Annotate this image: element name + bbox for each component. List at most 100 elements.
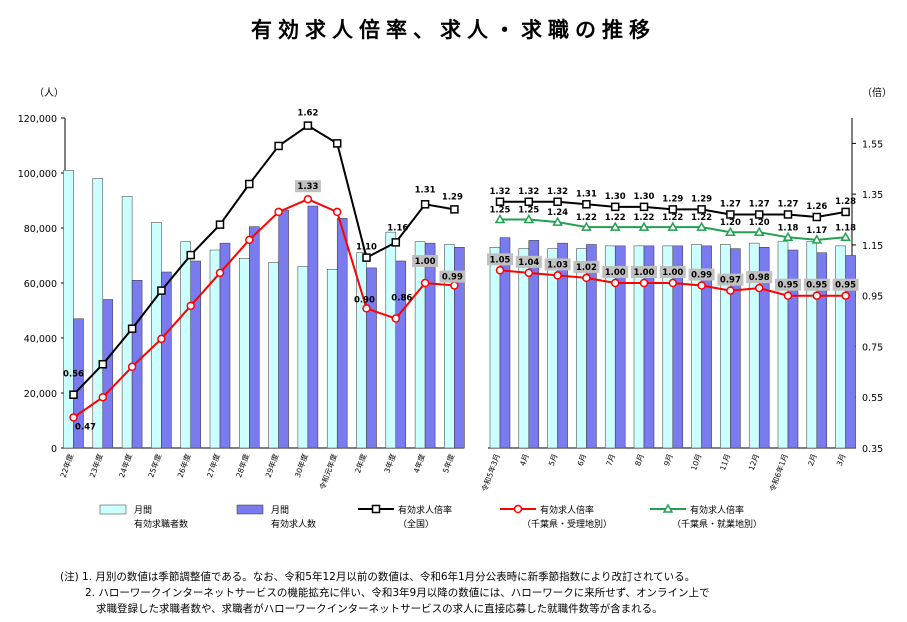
legend-national-label-1: 有効求人倍率 (398, 504, 452, 516)
chiba-office-annual-marker (303, 194, 313, 204)
chiba-office-monthly-marker (639, 278, 649, 288)
x-tick-label: 令和5年3月 (479, 452, 502, 493)
data-label: 1.22 (691, 213, 712, 223)
openings-bar (499, 237, 511, 449)
data-label: 0.90 (354, 295, 375, 305)
data-label: 0.95 (806, 281, 827, 291)
chiba-office-annual-marker (332, 207, 342, 217)
data-label: 1.10 (356, 243, 377, 253)
lines (69, 121, 851, 422)
x-tick-label: 22年度 (58, 452, 76, 479)
data-label: 1.17 (806, 226, 827, 236)
applicants-bar (489, 247, 501, 449)
x-tick-label: 2年度 (352, 452, 368, 474)
axis-break (464, 113, 488, 457)
openings-bar (845, 255, 856, 449)
data-label: 1.30 (634, 192, 655, 202)
chiba-work-monthly-marker (696, 221, 707, 231)
label-box (659, 266, 686, 278)
national-monthly-marker (697, 205, 706, 214)
national-annual-marker (303, 121, 313, 130)
x-tick-label: 25年度 (145, 452, 163, 479)
data-label: 1.32 (490, 187, 511, 197)
chart-title: 有効求人倍率、求人・求職の推移 (251, 18, 656, 42)
label-box (544, 258, 571, 271)
applicants-bar (121, 196, 133, 449)
applicants-bar (806, 241, 818, 449)
label-box (688, 268, 715, 281)
x-tick-label: 8月 (633, 453, 646, 468)
chiba-work-monthly-marker (609, 221, 621, 231)
openings-bar (395, 260, 407, 449)
data-label: 1.32 (518, 187, 539, 197)
legend-applicants-label-2: 有効求職者数 (134, 518, 188, 530)
chiba-office-monthly-marker (697, 281, 706, 290)
chiba-work-monthly-marker (782, 231, 794, 242)
applicants-bar (326, 269, 338, 449)
chiba-work-monthly-marker (667, 221, 679, 231)
right-tick-label: 1.55 (862, 139, 883, 150)
x-tick-label: 28年度 (233, 452, 251, 479)
bars (63, 170, 856, 449)
national-annual-marker (332, 139, 342, 148)
applicants-bar (414, 241, 426, 449)
chiba-office-annual-marker (391, 314, 401, 323)
legend-national-marker (371, 504, 381, 514)
legend-chiba-office-marker (513, 504, 523, 514)
data-label: 1.16 (387, 223, 408, 233)
national-monthly-marker (812, 212, 822, 222)
national-monthly-marker (553, 197, 562, 207)
left-tick-label: 120,000 (18, 114, 57, 125)
openings-bar (307, 205, 319, 449)
data-label: 1.31 (415, 185, 436, 195)
chiba-office-annual-marker (420, 278, 430, 288)
national-monthly-marker (668, 205, 678, 214)
label-box (602, 266, 629, 278)
applicants-bar (777, 241, 789, 449)
data-label: 1.20 (749, 218, 770, 228)
x-tick-label: 3月 (835, 453, 848, 468)
right-tick-label: 0.75 (862, 342, 883, 353)
label-box (717, 273, 744, 286)
x-tick-label: 2月 (806, 453, 819, 468)
chiba-office-monthly-marker (582, 273, 591, 283)
left-tick-label: 60,000 (24, 279, 57, 290)
data-label: 1.03 (547, 260, 568, 270)
openings-bar (758, 247, 770, 449)
label-box (515, 255, 542, 268)
x-tick-label: 5年度 (440, 452, 456, 474)
openings-bar (730, 248, 741, 449)
chiba-office-monthly-marker (495, 266, 505, 275)
chiba-office-monthly-marker (610, 278, 620, 288)
label-box (631, 266, 657, 278)
right-tick-label: 1.35 (862, 190, 883, 201)
national-annual-marker (157, 286, 166, 295)
national-monthly-marker (783, 210, 793, 219)
applicants-bar (835, 245, 846, 449)
national-annual-marker (450, 205, 459, 214)
legend: 月間有効求職者数月間有効求人数有効求人倍率（全国）有効求人倍率（千葉県・受理地別… (99, 503, 762, 530)
x-tick-label: 3年度 (382, 452, 398, 474)
data-label: 0.99 (442, 273, 463, 283)
label-box (746, 271, 773, 284)
openings-bar (528, 240, 540, 449)
applicants-bar (92, 178, 104, 449)
data-label: 1.04 (518, 258, 539, 268)
chiba-office-annual-marker (69, 413, 78, 422)
data-label: 1.29 (691, 194, 712, 204)
right-axis-unit: （倍） (862, 86, 892, 99)
data-label: 1.29 (662, 194, 683, 204)
openings-bar (586, 244, 597, 449)
x-tick-label: 10月 (689, 453, 703, 472)
data-label: 1.00 (634, 268, 655, 278)
label-box (439, 270, 466, 283)
x-tick-label: 27年度 (204, 452, 222, 479)
chiba-office-annual-marker (245, 235, 254, 245)
openings-bar (190, 260, 201, 449)
x-tick-label: 5月 (547, 453, 560, 468)
x-tick-label: 29年度 (263, 452, 281, 479)
chiba-work-monthly-marker (494, 214, 506, 224)
label-box (775, 278, 801, 291)
chiba-office-monthly-marker (524, 268, 534, 278)
note-2: 2. ハローワークインターネットサービスの機能拡充に伴い、令和3年9月以降の数値… (85, 587, 710, 599)
